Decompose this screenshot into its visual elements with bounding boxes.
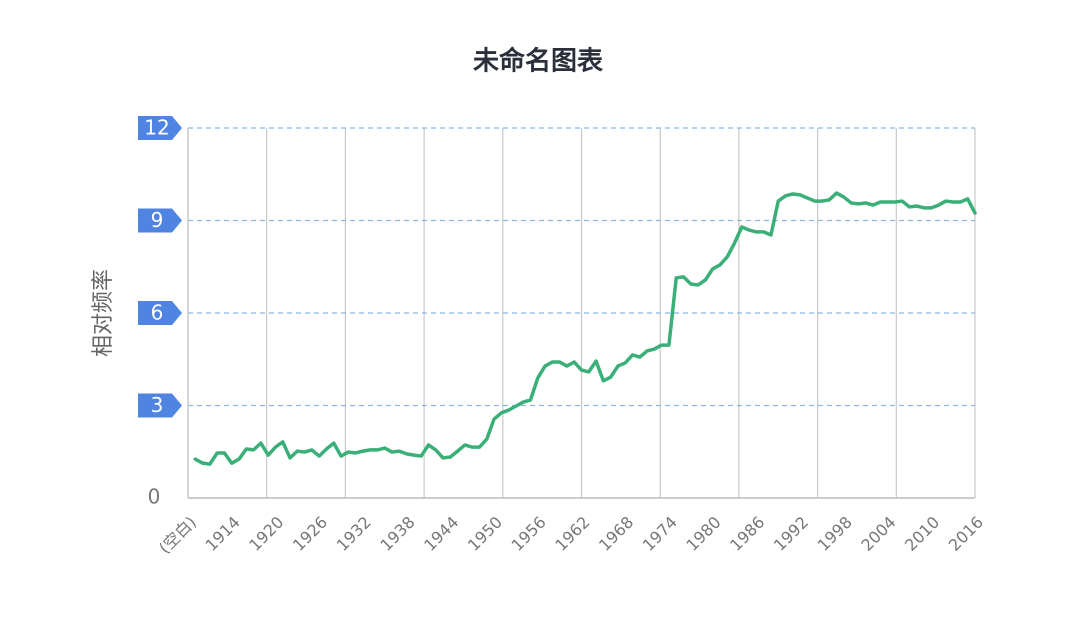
series-line [193,191,977,466]
y-tick-label: 0 [148,485,161,509]
y-tick-label: 9 [151,208,164,232]
y-tick-badge [138,393,182,418]
y-tick-badge [138,116,182,140]
y-tick-label: 3 [151,393,164,417]
y-tick-badge [138,208,182,233]
y-tick-label: 12 [144,116,169,140]
y-axis-title: 相对频率 [91,269,116,357]
chart-title: 未命名图表 [473,46,604,77]
y-tick-badge [138,301,182,325]
y-tick-label: 6 [151,301,164,325]
